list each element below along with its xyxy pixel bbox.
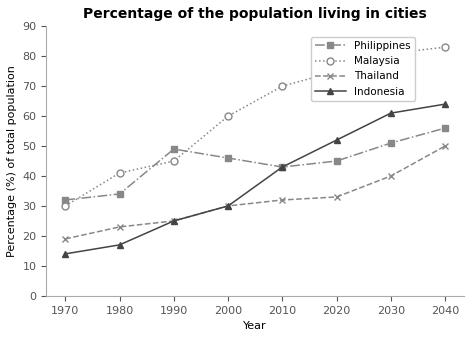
Philippines [442,126,448,130]
Thailand [442,144,448,148]
Malaysia [225,114,231,118]
Thailand [279,198,285,202]
Malaysia [63,204,68,208]
Title: Percentage of the population living in cities: Percentage of the population living in c… [83,7,427,21]
Indonesia [334,138,340,142]
Indonesia [63,252,68,256]
Thailand [388,174,394,178]
Indonesia [117,243,122,247]
Line: Thailand: Thailand [62,143,448,242]
Philippines [171,147,177,151]
Malaysia [334,69,340,73]
Indonesia [388,111,394,115]
Malaysia [171,159,177,163]
Indonesia [225,204,231,208]
Y-axis label: Percentage (%) of total population: Percentage (%) of total population [7,65,17,257]
Malaysia [388,51,394,55]
Philippines [225,156,231,160]
Philippines [117,192,122,196]
Malaysia [442,45,448,49]
Thailand [334,195,340,199]
Philippines [279,165,285,169]
X-axis label: Year: Year [244,321,267,331]
Line: Philippines: Philippines [62,125,448,203]
Philippines [388,141,394,145]
Thailand [225,204,231,208]
Indonesia [171,219,177,223]
Thailand [63,237,68,241]
Malaysia [117,171,122,175]
Indonesia [442,102,448,106]
Indonesia [279,165,285,169]
Philippines [334,159,340,163]
Legend: Philippines, Malaysia, Thailand, Indonesia: Philippines, Malaysia, Thailand, Indones… [310,37,415,101]
Malaysia [279,84,285,88]
Line: Malaysia: Malaysia [62,44,448,210]
Thailand [171,219,177,223]
Thailand [117,225,122,229]
Philippines [63,198,68,202]
Line: Indonesia: Indonesia [62,101,448,257]
